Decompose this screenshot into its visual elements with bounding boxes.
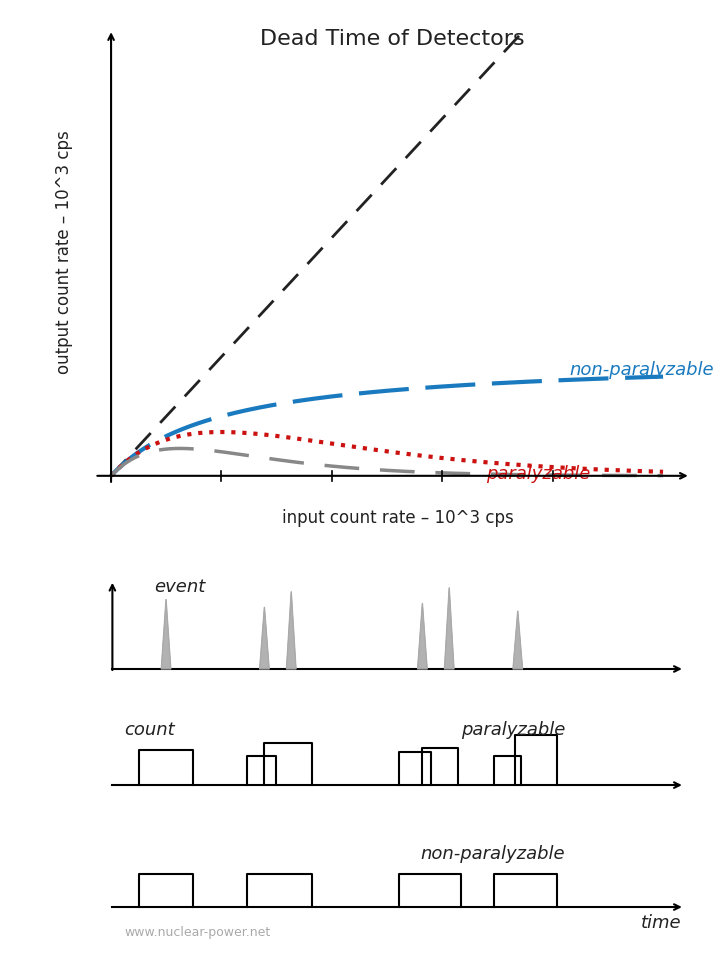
Polygon shape	[286, 591, 296, 669]
Polygon shape	[260, 607, 269, 669]
Text: count: count	[124, 721, 175, 739]
Polygon shape	[417, 603, 427, 669]
Text: non-paralyzable: non-paralyzable	[569, 361, 714, 379]
Text: input count rate – 10^3 cps: input count rate – 10^3 cps	[282, 509, 514, 527]
Text: Dead Time of Detectors: Dead Time of Detectors	[260, 29, 525, 49]
Text: paralyzable: paralyzable	[461, 721, 566, 739]
Polygon shape	[444, 588, 454, 669]
Text: paralyzable: paralyzable	[486, 465, 591, 483]
Text: output count rate – 10^3 cps: output count rate – 10^3 cps	[55, 131, 73, 374]
Polygon shape	[161, 599, 171, 669]
Text: www.nuclear-power.net: www.nuclear-power.net	[124, 926, 270, 939]
Polygon shape	[513, 611, 523, 669]
Text: time: time	[641, 914, 682, 932]
Text: event: event	[154, 577, 205, 596]
Text: non-paralyzable: non-paralyzable	[421, 845, 566, 863]
